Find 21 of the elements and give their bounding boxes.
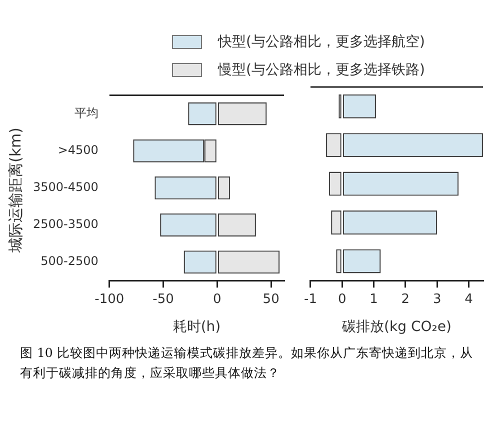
x-axis-title: 耗时(h) [172,319,221,336]
caption: 图 10 比较图中两种快递运输模式碳排放差异。如果你从广东寄快递到北京，从有利于碳减排的角度，应采取哪些具体做法？ [20,344,474,382]
y-tick-label: 2500-3500 [32,217,98,232]
y-tick-label: 3500-4500 [32,180,98,194]
legend-label: 快型(与公路相比，更多选择航空) [218,33,425,51]
y-tick-label: 平均 [74,106,98,120]
x-tick-label: 0 [338,292,346,307]
x-tick-label: -100 [94,292,124,307]
x-tick-label: -50 [152,292,174,307]
x-tick-label: 50 [262,292,280,307]
x-tick-label: 1 [370,292,378,307]
x-tick-label: -1 [304,292,317,307]
x-tick-label: 2 [401,292,410,307]
x-tick-label: 4 [464,292,473,307]
y-tick-label: >4500 [58,142,98,157]
x-tick-label: 0 [213,292,222,307]
y-axis-title: 城际运输距离(km) [6,127,26,252]
x-axis-title: 碳排放(kg CO₂e) [341,319,452,336]
y-tick-label: 500-2500 [40,254,98,268]
legend-label: 慢型(与公路相比，更多选择铁路) [218,61,425,79]
x-tick-label: 3 [432,292,442,307]
